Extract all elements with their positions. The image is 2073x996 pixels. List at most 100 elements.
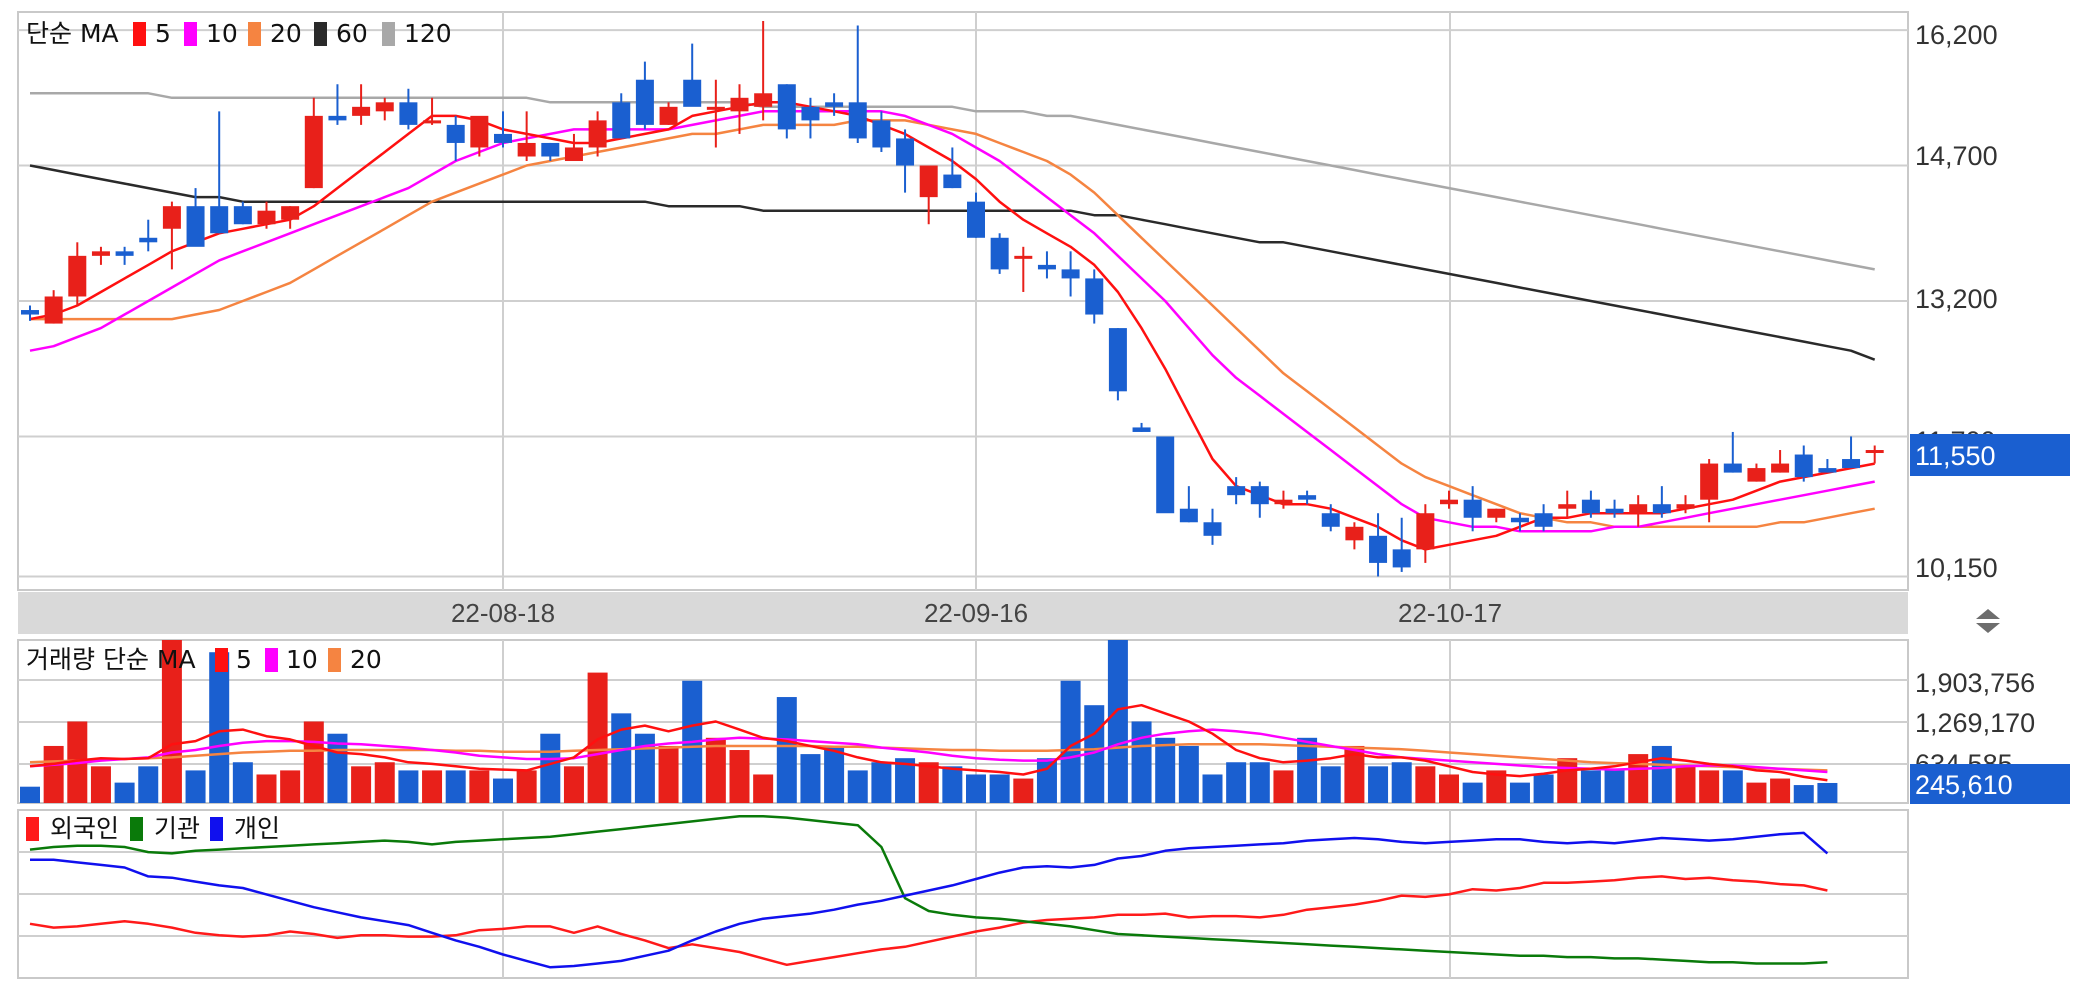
candle	[446, 115, 465, 162]
legend-item-ma5[interactable]: 5	[133, 19, 171, 48]
candle-body	[1440, 499, 1458, 505]
price-panel[interactable]: 단순 MA 5 10 20 60	[17, 11, 2070, 591]
legend-item-foreign[interactable]: 외국인	[26, 814, 119, 843]
candle	[1274, 490, 1293, 509]
volume-bar	[540, 733, 561, 803]
volume-bar	[469, 770, 490, 803]
volume-bar	[1580, 770, 1601, 803]
volume-bar	[989, 774, 1010, 803]
candle	[1416, 504, 1435, 563]
candle	[801, 97, 820, 139]
investor-legend[interactable]: 외국인 기관 개인	[26, 814, 280, 843]
price-candles	[21, 21, 1884, 577]
foreign-net-line	[29, 875, 1828, 967]
candle	[588, 111, 607, 157]
volume-moving-averages	[29, 703, 1828, 782]
legend-swatch-vma5	[215, 648, 228, 672]
candle-body	[777, 84, 796, 130]
legend-item-ma60[interactable]: 60	[314, 19, 368, 48]
candle-body	[967, 201, 985, 238]
up-down-arrows-icon[interactable]	[1976, 609, 2000, 633]
candle	[1558, 490, 1577, 518]
candle-body	[281, 206, 300, 220]
price-legend[interactable]: 단순 MA 5 10 20 60	[26, 19, 452, 48]
legend-swatch-vma10	[265, 648, 278, 672]
candle	[257, 201, 276, 229]
date-bar[interactable]: 22-08-18 22-09-16 22-10-17	[18, 592, 2000, 634]
candle-body	[139, 237, 158, 243]
volume-bar	[1368, 766, 1389, 803]
candle-body	[1227, 486, 1246, 496]
volume-bar	[1462, 782, 1483, 803]
candle-body	[257, 210, 276, 225]
candle-body	[21, 310, 39, 315]
legend-swatch-individual	[210, 817, 223, 841]
candle-body	[919, 165, 938, 198]
candle-body	[1818, 468, 1837, 473]
candle-body	[186, 206, 205, 247]
candle	[1463, 486, 1482, 532]
legend-label-vma20: 20	[350, 645, 382, 674]
price-tick-label: 10,150	[1915, 553, 1998, 583]
legend-item-ma20[interactable]: 20	[248, 19, 302, 48]
candle-body	[541, 142, 560, 157]
candle	[990, 233, 1009, 274]
volume-bar	[1699, 770, 1720, 803]
legend-item-ma120[interactable]: 120	[382, 19, 452, 48]
candle-body	[1676, 504, 1695, 509]
volume-bar	[90, 766, 111, 803]
volume-bar	[634, 733, 655, 803]
legend-item-institution[interactable]: 기관	[130, 814, 200, 843]
candle-body	[1132, 427, 1151, 432]
volume-bar	[966, 774, 986, 803]
candle-body	[328, 115, 347, 121]
institution-net-line	[29, 815, 1828, 965]
candle-body	[1321, 513, 1340, 527]
vma10-line	[29, 728, 1828, 774]
volume-bar	[1178, 745, 1199, 803]
candle-body	[1558, 504, 1577, 509]
candle	[1676, 495, 1695, 514]
candle-body	[1723, 463, 1742, 473]
volume-panel[interactable]: 거래량 단순 MA 5 10 20 1,903,756 1,269,170 63…	[17, 639, 2070, 804]
legend-item-vma20[interactable]: 20	[328, 645, 382, 674]
volume-bar	[138, 766, 159, 803]
current-price-value: 11,550	[1915, 441, 1996, 471]
legend-item-vma5[interactable]: 5	[215, 645, 252, 674]
volume-bar	[611, 713, 632, 803]
candle	[730, 84, 749, 134]
candle	[659, 102, 678, 125]
candle-body	[470, 115, 489, 148]
volume-bar	[1651, 745, 1672, 803]
volume-bar	[847, 770, 868, 803]
volume-bar	[516, 770, 537, 803]
volume-bar	[776, 697, 797, 803]
legend-item-individual[interactable]: 개인	[210, 814, 280, 843]
volume-bar	[1604, 770, 1625, 803]
volume-bar	[1036, 758, 1057, 803]
investor-panel[interactable]: 외국인 기관 개인	[17, 809, 1909, 979]
volume-bar	[374, 762, 395, 803]
candle-body	[1108, 328, 1127, 392]
candle-body	[44, 296, 63, 324]
ma10-line	[29, 110, 1875, 533]
volume-bar	[232, 762, 253, 803]
candle-body	[943, 174, 962, 189]
candle-body	[801, 106, 820, 121]
legend-item-vma10[interactable]: 10	[265, 645, 318, 674]
volume-legend-title: 거래량 단순 MA	[26, 645, 196, 674]
volume-legend[interactable]: 거래량 단순 MA 5 10 20	[26, 645, 382, 674]
price-grid	[17, 11, 1909, 591]
candle-body	[1416, 513, 1435, 550]
candle	[1510, 513, 1529, 532]
candle	[1227, 477, 1246, 505]
volume-bar	[1415, 766, 1436, 803]
legend-item-ma10[interactable]: 10	[184, 19, 238, 48]
candle-body	[706, 106, 725, 110]
candle	[1061, 251, 1080, 297]
candle	[777, 84, 796, 139]
current-volume-tag: 245,610	[1910, 764, 2070, 804]
volume-bar	[587, 672, 608, 803]
